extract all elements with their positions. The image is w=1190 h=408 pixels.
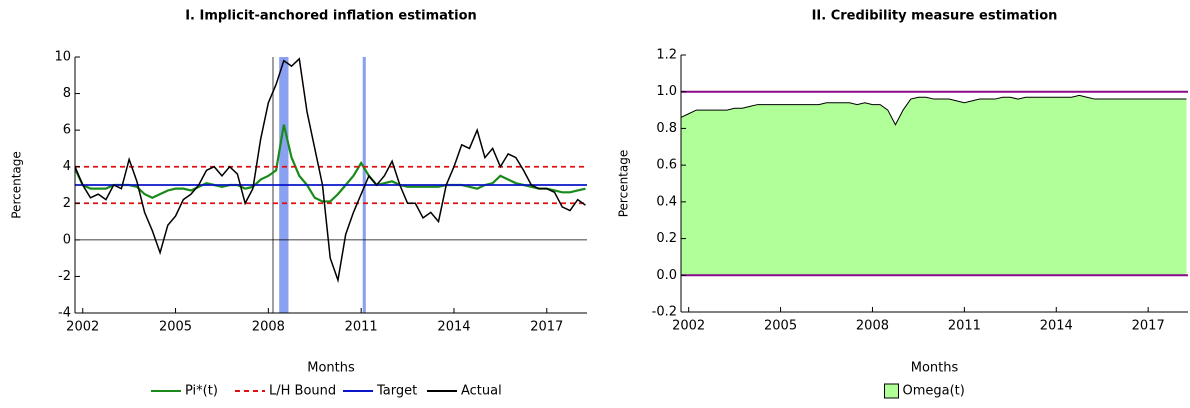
- y-tick-label: 0.4: [656, 194, 677, 209]
- y-tick-label: 0.8: [656, 121, 677, 136]
- y-tick-label: -4: [58, 306, 71, 321]
- area-edge: [681, 94, 1187, 126]
- x-tick-label: 2008: [252, 320, 285, 335]
- line: [75, 57, 586, 284]
- y-tick-label: 0: [63, 232, 71, 247]
- y-tick-label: 4: [63, 159, 71, 174]
- y-tick-label: 2: [63, 196, 71, 211]
- y-axis-label: Percentage: [10, 151, 24, 219]
- legend-swatch: [884, 383, 899, 399]
- x-tick-label: 2005: [159, 320, 192, 335]
- y-tick-label: 1.2: [656, 48, 677, 63]
- y-axis-label: Percentage: [617, 150, 631, 218]
- legend-label: Actual: [461, 384, 502, 399]
- x-tick-label: 2014: [437, 320, 470, 335]
- y-tick-label: 1.0: [656, 84, 677, 99]
- chart-title: I. Implicit-anchored inflation estimatio…: [185, 9, 477, 24]
- y-tick-label: 0.0: [656, 268, 677, 283]
- x-tick-label: 2017: [1132, 319, 1165, 334]
- x-axis-label: Months: [307, 361, 355, 376]
- x-axis-label: Months: [911, 361, 959, 376]
- chart-title: II. Credibility measure estimation: [812, 9, 1058, 24]
- y-tick-label: 6: [63, 123, 71, 138]
- y-tick-label: 10: [54, 50, 71, 65]
- legend-label: Omega(t): [903, 384, 965, 399]
- x-tick-label: 2002: [66, 320, 99, 335]
- plot-area: [681, 90, 1188, 277]
- y-tick-label: 8: [63, 86, 71, 101]
- y-tick-label: -2: [58, 269, 71, 284]
- area: [681, 95, 1187, 276]
- y-tick-label: 0.2: [656, 231, 677, 246]
- y-tick-label: -0.2: [652, 305, 677, 320]
- chart-panel: II. Credibility measure estimation Months…: [617, 9, 1188, 399]
- legend-label: Target: [376, 384, 417, 399]
- plot-area: [75, 57, 587, 313]
- x-tick-label: 2008: [856, 319, 889, 334]
- x-tick-label: 2011: [345, 320, 378, 335]
- chart-panel: I. Implicit-anchored inflation estimatio…: [10, 9, 587, 399]
- legend-label: Pi*(t): [185, 384, 218, 399]
- x-tick-label: 2011: [948, 319, 981, 334]
- x-tick-label: 2017: [530, 320, 563, 335]
- y-tick-label: 0.6: [656, 158, 677, 173]
- line: [75, 124, 586, 203]
- x-tick-label: 2005: [764, 319, 797, 334]
- legend-label: L/H Bound: [269, 384, 336, 399]
- x-tick-label: 2014: [1040, 319, 1073, 334]
- x-tick-label: 2002: [672, 319, 705, 334]
